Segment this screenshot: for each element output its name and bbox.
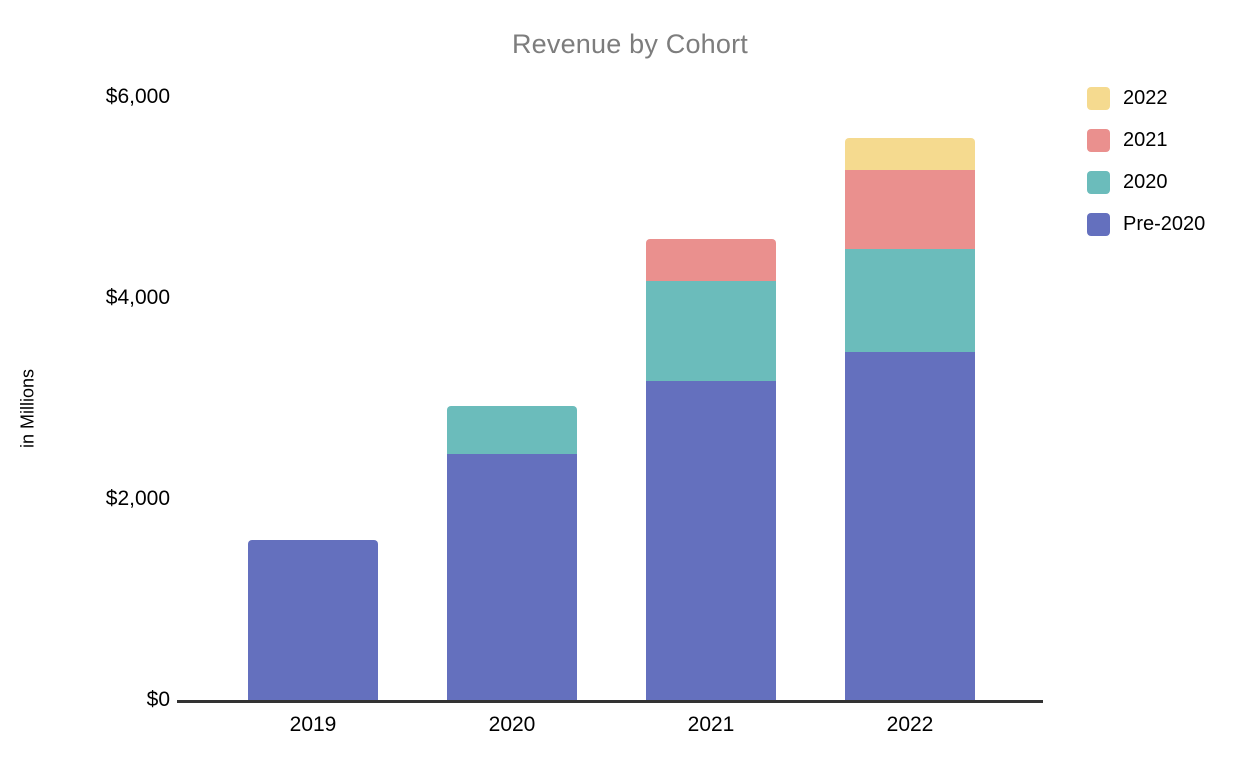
y-tick-label-2000: $2,000 bbox=[105, 487, 170, 510]
x-tick-label-2019: 2019 bbox=[289, 713, 337, 736]
legend-item-2021: 2021 bbox=[1087, 129, 1205, 152]
legend-swatch-2020 bbox=[1087, 171, 1110, 194]
legend-item-2022: 2022 bbox=[1087, 87, 1205, 110]
bar-segment-2020-2020 bbox=[447, 405, 577, 454]
legend: 2022 2021 2020 Pre-2020 bbox=[1087, 87, 1205, 255]
legend-label-Pre-2020: Pre-2020 bbox=[1123, 213, 1206, 235]
legend-label-2020: 2020 bbox=[1123, 171, 1168, 193]
legend-item-Pre-2020: Pre-2020 bbox=[1087, 213, 1205, 236]
y-tick-label-0: $0 bbox=[146, 688, 170, 711]
x-tick-label-2021: 2021 bbox=[687, 713, 735, 736]
legend-swatch-Pre-2020 bbox=[1087, 213, 1110, 236]
legend-label-2022: 2022 bbox=[1123, 87, 1168, 109]
bar-segment-2021-2020 bbox=[646, 280, 776, 382]
bar-segment-2020-Pre-2020 bbox=[447, 453, 577, 700]
bar-segment-2019-Pre-2020 bbox=[248, 540, 378, 700]
bar-group-2021 bbox=[646, 238, 776, 700]
y-tick-label-6000: $6,000 bbox=[105, 85, 170, 108]
y-tick-label-4000: $4,000 bbox=[105, 286, 170, 309]
bar-segment-2021-2021 bbox=[646, 238, 776, 281]
bar-group-2022 bbox=[845, 138, 975, 700]
legend-label-2021: 2021 bbox=[1123, 129, 1168, 151]
x-tick-label-2020: 2020 bbox=[488, 713, 536, 736]
legend-swatch-2022 bbox=[1087, 87, 1110, 110]
plot-area bbox=[177, 97, 1043, 703]
x-tick-label-2022: 2022 bbox=[886, 713, 934, 736]
legend-swatch-2021 bbox=[1087, 129, 1110, 152]
legend-item-2020: 2020 bbox=[1087, 171, 1205, 194]
bar-segment-2022-2021 bbox=[845, 170, 975, 249]
bar-segment-2022-2022 bbox=[845, 138, 975, 171]
chart-title: Revenue by Cohort bbox=[511, 29, 749, 59]
bar-segment-2021-Pre-2020 bbox=[646, 381, 776, 700]
bar-segment-2022-2020 bbox=[845, 248, 975, 353]
bar-segment-2022-Pre-2020 bbox=[845, 352, 975, 700]
y-axis-title: in Millions bbox=[17, 368, 38, 449]
bar-group-2020 bbox=[447, 405, 577, 700]
bar-group-2019 bbox=[248, 540, 378, 700]
